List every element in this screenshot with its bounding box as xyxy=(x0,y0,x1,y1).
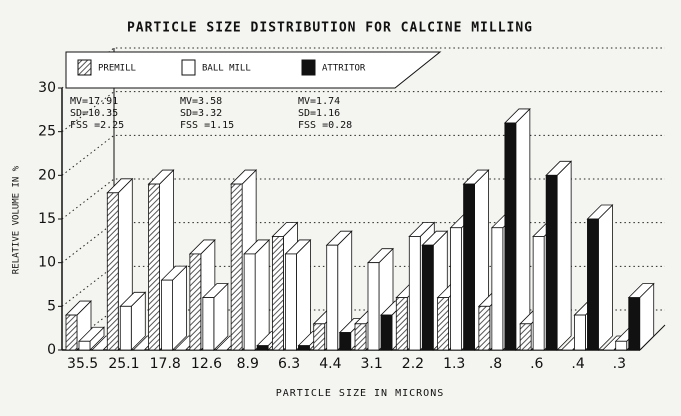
y-tick-label: 15 xyxy=(38,211,56,227)
bar xyxy=(408,236,421,351)
bar-side xyxy=(556,160,572,351)
y-tick-label: 30 xyxy=(38,80,56,96)
annotation: FSS =2.25 xyxy=(70,120,124,131)
grid-line xyxy=(61,134,665,176)
bar xyxy=(367,262,380,351)
bar xyxy=(628,297,641,351)
bar xyxy=(106,192,119,351)
bar xyxy=(148,183,160,351)
x-tick-label: 12.6 xyxy=(191,356,222,372)
bar xyxy=(437,297,449,351)
bar xyxy=(478,305,491,351)
annotation: FSS =0.28 xyxy=(298,120,352,131)
bar xyxy=(161,279,173,351)
x-axis-label: PARTICLE SIZE IN MICRONS xyxy=(276,388,445,399)
bar-side xyxy=(515,107,531,351)
bar xyxy=(380,314,393,351)
legend-swatch xyxy=(181,59,196,76)
bar xyxy=(272,236,284,351)
bar xyxy=(78,340,91,351)
bar-side xyxy=(598,204,613,351)
bar xyxy=(463,183,475,351)
bar-side xyxy=(296,238,311,351)
annotation: FSS =1.15 xyxy=(180,120,234,131)
y-tick-label: 5 xyxy=(47,298,56,314)
bar-side xyxy=(254,238,270,351)
bar xyxy=(519,323,532,351)
bar xyxy=(421,244,434,351)
x-tick-label: .4 xyxy=(571,356,584,372)
legend-swatch xyxy=(301,59,316,76)
annotation: MV=17.91 xyxy=(70,96,118,107)
annotation: SD=1.16 xyxy=(298,108,340,119)
annotation: SD=10.35 xyxy=(70,108,118,119)
bar xyxy=(587,218,599,351)
x-tick-label: 3.1 xyxy=(361,356,383,372)
bar xyxy=(285,253,297,351)
x-tick-label: .8 xyxy=(489,356,502,372)
x-tick-label: 17.8 xyxy=(150,356,181,372)
bar xyxy=(230,183,243,351)
bar xyxy=(339,332,352,351)
legend-box xyxy=(65,51,442,89)
bar xyxy=(256,345,269,351)
bar xyxy=(65,314,78,351)
legend-swatch xyxy=(77,59,92,76)
legend-label: PREMILL xyxy=(98,64,136,74)
x-tick-label: 6.3 xyxy=(278,356,300,372)
bar xyxy=(189,253,202,351)
bar xyxy=(202,297,215,351)
y-tick-label: 10 xyxy=(38,255,56,271)
legend-label: BALL MILL xyxy=(202,64,251,74)
bar xyxy=(491,227,504,351)
x-tick-label: 1.3 xyxy=(443,356,465,372)
grid-line xyxy=(61,91,665,133)
grid-line xyxy=(61,47,665,89)
bar-side xyxy=(172,265,187,351)
bar xyxy=(450,227,462,351)
bar xyxy=(326,244,339,351)
annotation: MV=1.74 xyxy=(298,96,340,107)
y-axis-label: RELATIVE VOLUME IN % xyxy=(12,165,22,274)
bar xyxy=(313,323,326,351)
x-tick-label: .3 xyxy=(613,356,626,372)
bar xyxy=(395,297,408,351)
bar xyxy=(574,314,586,351)
x-tick-label: 35.5 xyxy=(67,356,98,372)
bar xyxy=(545,174,558,351)
bar xyxy=(119,305,132,351)
x-tick-label: 25.1 xyxy=(108,356,139,372)
bar xyxy=(504,122,517,351)
chart-title: PARTICLE SIZE DISTRIBUTION FOR CALCINE M… xyxy=(127,21,533,36)
y-tick-label: 0 xyxy=(47,342,56,358)
y-tick-label: 25 xyxy=(38,124,56,140)
bar xyxy=(298,345,310,351)
x-tick-label: .6 xyxy=(530,356,543,372)
y-tick-label: 20 xyxy=(38,167,56,183)
annotation: MV=3.58 xyxy=(180,96,222,107)
bar xyxy=(615,340,628,351)
bar xyxy=(354,323,367,351)
x-tick-label: 2.2 xyxy=(402,356,424,372)
bar xyxy=(532,236,545,351)
annotation: SD=3.32 xyxy=(180,108,222,119)
legend-label: ATTRITOR xyxy=(322,64,366,74)
x-tick-label: 8.9 xyxy=(237,356,259,372)
bar xyxy=(243,253,256,351)
x-tick-label: 4.4 xyxy=(319,356,341,372)
